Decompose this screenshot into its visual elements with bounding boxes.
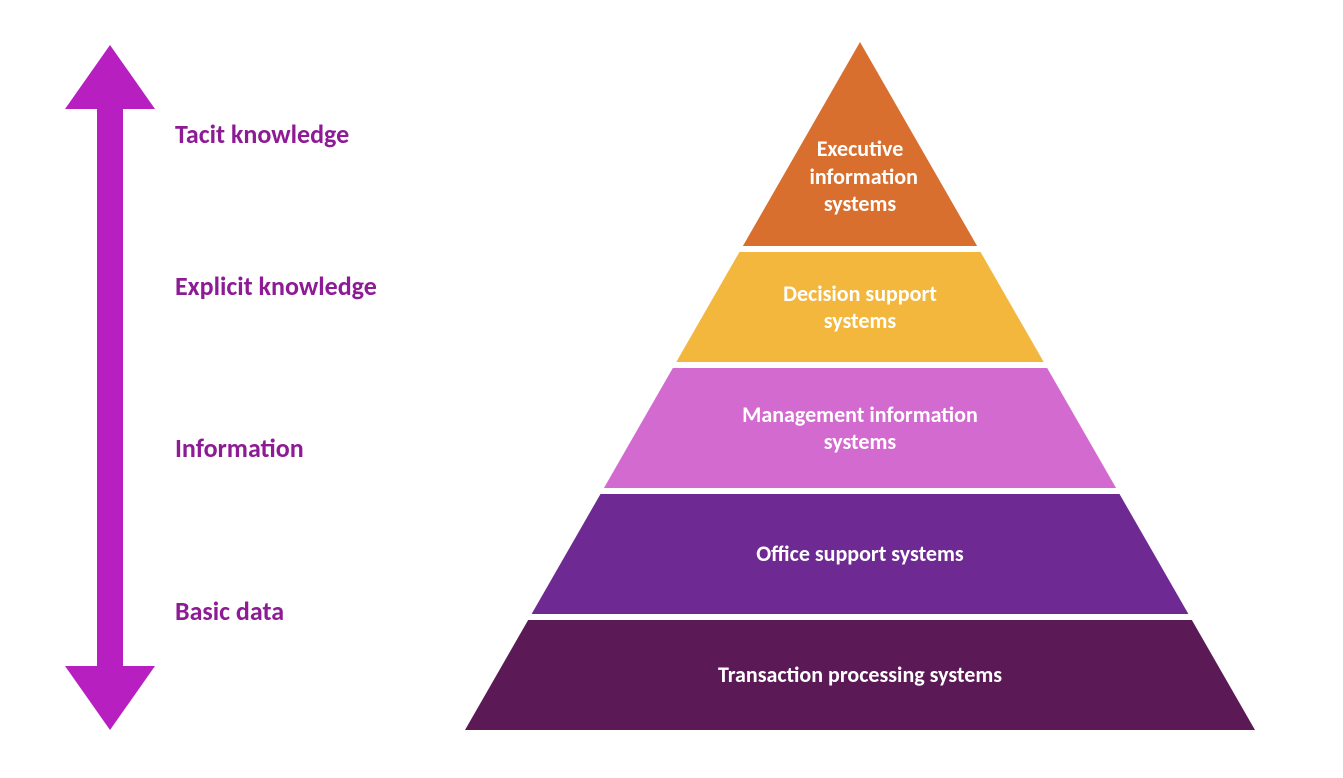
pyramid-label-oss: Office support systems xyxy=(574,540,1146,568)
side-label-explicit: Explicit knowledge xyxy=(175,270,377,302)
side-label-basic: Basic data xyxy=(175,595,284,627)
diagram-canvas: Tacit knowledge Explicit knowledge Informa… xyxy=(0,0,1343,778)
side-label-info: Information xyxy=(175,432,304,464)
pyramid-label-tps: Transaction processing systems xyxy=(505,661,1216,689)
pyramid-label-mis: Management information systems xyxy=(646,401,1073,456)
side-label-tacit: Tacit knowledge xyxy=(175,118,349,150)
pyramid-label-exec: Executive information systems xyxy=(809,135,910,218)
pyramid-label-dss: Decision support systems xyxy=(716,280,1004,335)
